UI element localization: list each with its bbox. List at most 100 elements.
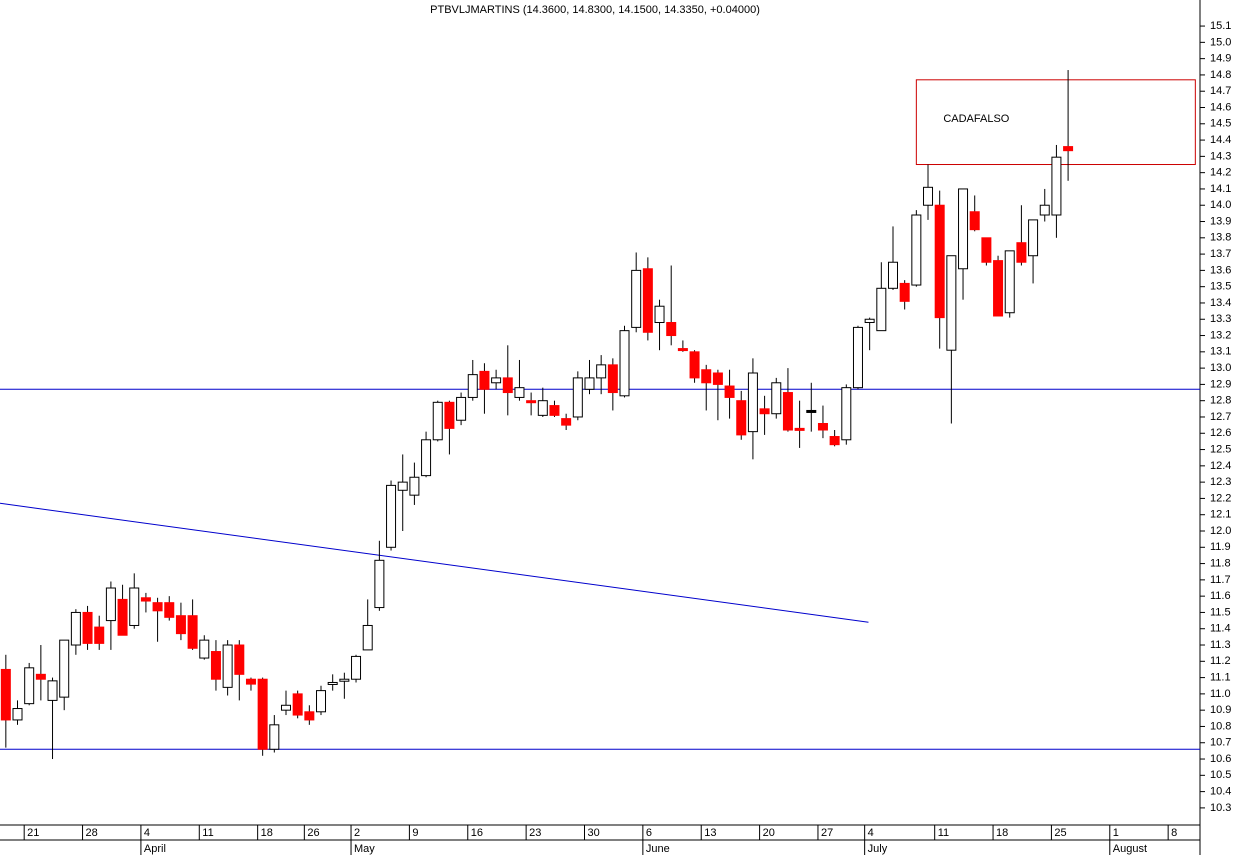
candle-body: [806, 409, 817, 413]
x-tick-label: 4: [868, 827, 874, 839]
y-tick-label: 13.0: [1210, 362, 1231, 374]
candle-body: [841, 387, 852, 441]
candle-body: [269, 724, 280, 750]
candle-body: [958, 188, 969, 270]
candle-body: [794, 427, 805, 431]
candle-body: [782, 392, 793, 431]
y-tick-label: 12.1: [1210, 509, 1231, 521]
candle-body: [502, 377, 513, 394]
candle-body: [386, 484, 397, 548]
x-tick-label: 13: [704, 827, 716, 839]
candle-body: [82, 611, 93, 644]
candle-body: [864, 318, 875, 324]
candle-body: [514, 387, 525, 398]
candle-body: [456, 396, 467, 421]
candle-body: [561, 418, 572, 426]
candle-body: [724, 385, 735, 398]
candle-body: [316, 690, 327, 713]
trend-line: [0, 502, 869, 623]
y-tick-label: 10.9: [1210, 704, 1231, 716]
candle-body: [642, 268, 653, 333]
candle-body: [210, 651, 221, 680]
y-tick-label: 13.1: [1210, 346, 1231, 358]
y-tick-label: 14.4: [1210, 134, 1231, 146]
candle-body: [175, 615, 186, 635]
y-tick-label: 12.8: [1210, 395, 1231, 407]
candle-body: [222, 644, 233, 688]
x-tick-label: 21: [27, 827, 39, 839]
candle-body: [409, 476, 420, 496]
candle-body: [351, 655, 362, 680]
y-tick-label: 14.5: [1210, 118, 1231, 130]
candle-body: [245, 678, 256, 685]
candle-body: [887, 261, 898, 289]
y-tick-label: 12.7: [1210, 411, 1231, 423]
y-tick-label: 11.6: [1210, 590, 1231, 602]
candle-body: [876, 287, 887, 332]
month-label: June: [646, 843, 670, 855]
y-tick-label: 12.3: [1210, 476, 1231, 488]
y-tick-label: 10.6: [1210, 753, 1231, 765]
x-tick-label: 28: [86, 827, 98, 839]
x-tick-label: 11: [202, 827, 213, 839]
y-tick-label: 11.3: [1210, 639, 1231, 651]
y-tick-label: 10.3: [1210, 802, 1231, 814]
y-tick-label: 14.7: [1210, 85, 1231, 97]
candle-body: [187, 615, 198, 649]
y-tick-label: 12.4: [1210, 460, 1231, 472]
x-tick-label: 6: [646, 827, 652, 839]
candle-body: [993, 260, 1004, 317]
candle-body: [397, 481, 408, 491]
y-tick-label: 12.5: [1210, 443, 1231, 455]
candle-body: [572, 377, 583, 418]
y-tick-label: 11.2: [1210, 655, 1231, 667]
candle-body: [479, 370, 490, 390]
y-tick-label: 11.9: [1210, 541, 1231, 553]
candle-body: [94, 626, 105, 644]
month-label: August: [1113, 843, 1147, 855]
candle-body: [1051, 156, 1062, 216]
y-tick-label: 13.7: [1210, 248, 1231, 260]
y-tick-label: 14.0: [1210, 199, 1231, 211]
candle-body: [327, 681, 338, 685]
candle-body: [817, 422, 828, 431]
candle-body: [0, 668, 11, 721]
candle-body: [934, 204, 945, 319]
y-tick-label: 12.6: [1210, 427, 1231, 439]
y-tick-label: 14.8: [1210, 69, 1231, 81]
y-tick-label: 11.0: [1210, 688, 1231, 700]
y-tick-label: 10.5: [1210, 769, 1231, 781]
candle-body: [164, 602, 175, 618]
chart-title: PTBVLJMARTINS (14.3600, 14.8300, 14.1500…: [430, 4, 760, 16]
candle-body: [969, 211, 980, 231]
candle-body: [444, 401, 455, 429]
candle-body: [677, 348, 688, 352]
y-tick-label: 12.9: [1210, 378, 1231, 390]
candle-body: [152, 602, 163, 612]
candle-body: [362, 624, 373, 651]
y-tick-label: 12.2: [1210, 492, 1231, 504]
y-tick-label: 11.1: [1210, 671, 1231, 683]
y-tick-label: 13.4: [1210, 297, 1231, 309]
y-tick-label: 15.1: [1210, 20, 1231, 32]
candle-body: [304, 711, 315, 721]
x-tick-label: 16: [471, 827, 483, 839]
candle-body: [140, 597, 151, 602]
annotation-text: CADAFALSO: [943, 113, 1009, 125]
month-label: July: [868, 843, 888, 855]
month-label: May: [354, 843, 375, 855]
x-tick-label: 4: [144, 827, 150, 839]
x-tick-label: 2: [354, 827, 360, 839]
candle-body: [701, 369, 712, 384]
candle-body: [59, 639, 70, 698]
candle-body: [467, 374, 478, 398]
y-tick-label: 10.7: [1210, 737, 1231, 749]
x-tick-label: 25: [1054, 827, 1066, 839]
candle-body: [829, 436, 840, 446]
candle-body: [1004, 250, 1015, 314]
candle-body: [759, 408, 770, 415]
x-tick-label: 18: [996, 827, 1008, 839]
candle-body: [549, 405, 560, 416]
x-tick-label: 30: [587, 827, 599, 839]
